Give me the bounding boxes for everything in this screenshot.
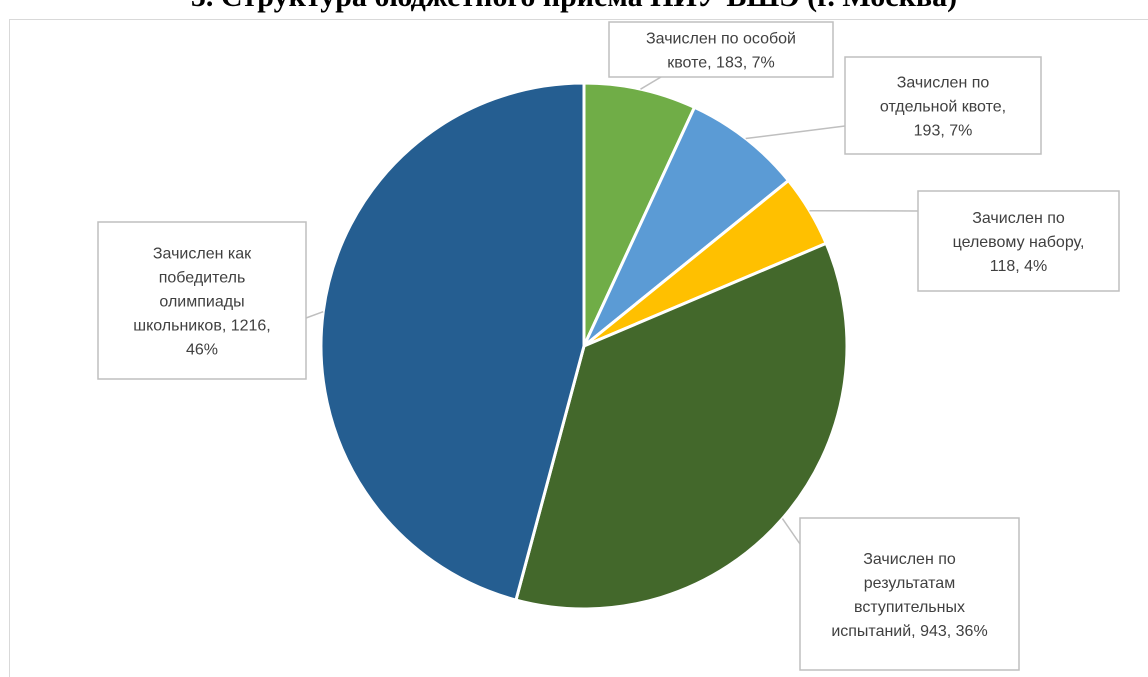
data-label-line: Зачислен как	[153, 246, 252, 263]
data-label-box	[844, 56, 1042, 155]
data-label-line: 193, 7%	[914, 123, 973, 140]
data-label-box	[799, 517, 1020, 671]
pie-slice	[582, 105, 791, 348]
data-label: Зачислен по особой квоте, 183, 7%	[608, 21, 834, 78]
data-label-box	[608, 21, 834, 78]
data-label-line: вступительных	[854, 599, 965, 616]
data-label-line: Зачислен по	[863, 551, 956, 568]
data-label-line: целевому набору,	[953, 234, 1085, 251]
data-label: Зачислен по отдельной квоте, 193, 7%	[844, 56, 1042, 155]
leader-line	[745, 125, 846, 140]
leader-line	[781, 518, 801, 545]
data-label-line: квоте, 183, 7%	[667, 55, 775, 72]
data-label-line: 118, 4%	[990, 258, 1048, 275]
data-label: Зачислен как победитель олимпиады школьнико…	[97, 221, 307, 380]
data-label-line: олимпиады	[159, 294, 244, 311]
leader-line	[305, 310, 324, 319]
data-label-line: победитель	[159, 270, 246, 287]
data-label-line: школьников, 1216,	[133, 318, 271, 335]
leader-line	[640, 76, 662, 90]
chart-frame	[9, 19, 1148, 677]
data-label-box	[97, 221, 307, 380]
data-label-line: 46%	[186, 342, 218, 359]
data-label-line: испытаний, 943, 36%	[831, 623, 987, 640]
chart-title: 5. Структура бюджетного приема НИУ ВШЭ (…	[0, 0, 1148, 15]
data-label-line: Зачислен по особой	[646, 31, 796, 48]
data-label-line: результатам	[864, 575, 955, 592]
data-label: Зачислен по результатам вступительных испыт…	[799, 517, 1020, 671]
data-label-line: Зачислен по	[972, 210, 1065, 227]
pie-slice	[319, 81, 586, 602]
data-label: Зачислен по целевому набору, 118, 4%	[917, 190, 1120, 292]
data-label-line: отдельной квоте,	[880, 99, 1006, 116]
data-label-line: Зачислен по	[897, 75, 990, 92]
data-label-box	[917, 190, 1120, 292]
